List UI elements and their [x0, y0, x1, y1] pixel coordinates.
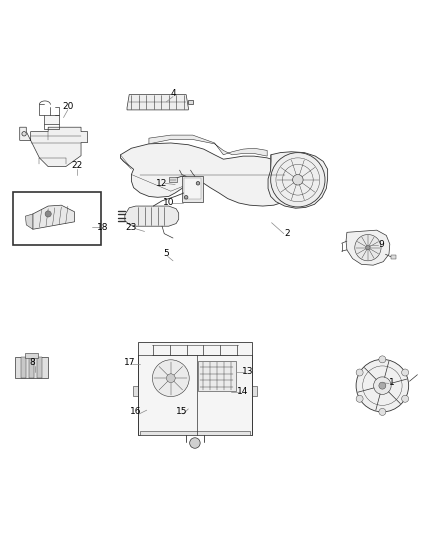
Circle shape	[271, 152, 325, 207]
Polygon shape	[25, 214, 33, 229]
Text: 1: 1	[389, 378, 395, 387]
Circle shape	[166, 374, 175, 383]
Bar	[140, 431, 250, 435]
Polygon shape	[125, 206, 179, 226]
Text: 8: 8	[29, 358, 35, 367]
Polygon shape	[188, 100, 193, 104]
Text: 20: 20	[62, 102, 74, 111]
Text: 10: 10	[163, 198, 174, 207]
Text: 9: 9	[378, 240, 384, 249]
Text: 22: 22	[71, 161, 82, 170]
Text: 17: 17	[124, 358, 135, 367]
Bar	[198, 361, 236, 391]
Text: 4: 4	[170, 89, 176, 98]
Bar	[25, 353, 38, 359]
Bar	[184, 179, 201, 199]
Circle shape	[196, 182, 200, 185]
Circle shape	[22, 132, 26, 136]
Bar	[29, 357, 34, 378]
Circle shape	[379, 356, 386, 363]
Text: 23: 23	[126, 223, 137, 231]
Polygon shape	[346, 230, 390, 265]
Bar	[133, 386, 138, 395]
Polygon shape	[149, 135, 267, 156]
Circle shape	[402, 369, 409, 376]
Circle shape	[356, 359, 409, 412]
Circle shape	[184, 196, 188, 199]
Bar	[391, 255, 396, 259]
Circle shape	[45, 211, 51, 217]
Polygon shape	[44, 115, 59, 124]
Circle shape	[402, 395, 409, 402]
Text: 14: 14	[237, 387, 249, 396]
Text: 18: 18	[97, 223, 109, 231]
Circle shape	[379, 408, 386, 415]
Bar	[169, 177, 177, 182]
Circle shape	[379, 382, 386, 389]
Bar	[182, 176, 203, 201]
Polygon shape	[268, 152, 328, 208]
Text: 2: 2	[284, 229, 290, 238]
Bar	[13, 192, 101, 245]
Bar	[21, 357, 26, 378]
Circle shape	[374, 377, 391, 394]
Polygon shape	[120, 143, 302, 206]
Bar	[138, 342, 252, 435]
Text: 12: 12	[156, 179, 168, 188]
Bar	[15, 357, 48, 378]
Text: 5: 5	[163, 249, 170, 258]
Circle shape	[152, 360, 189, 397]
Circle shape	[355, 235, 381, 261]
Circle shape	[356, 369, 363, 376]
Circle shape	[190, 438, 200, 448]
Bar	[37, 357, 42, 378]
Text: 16: 16	[130, 407, 141, 416]
Text: 13: 13	[242, 367, 253, 376]
Bar	[252, 386, 257, 395]
Circle shape	[356, 395, 363, 402]
Text: 15: 15	[176, 407, 187, 416]
Polygon shape	[33, 205, 74, 229]
Circle shape	[366, 246, 370, 250]
Circle shape	[293, 174, 303, 185]
Polygon shape	[20, 127, 88, 167]
Polygon shape	[127, 94, 188, 110]
